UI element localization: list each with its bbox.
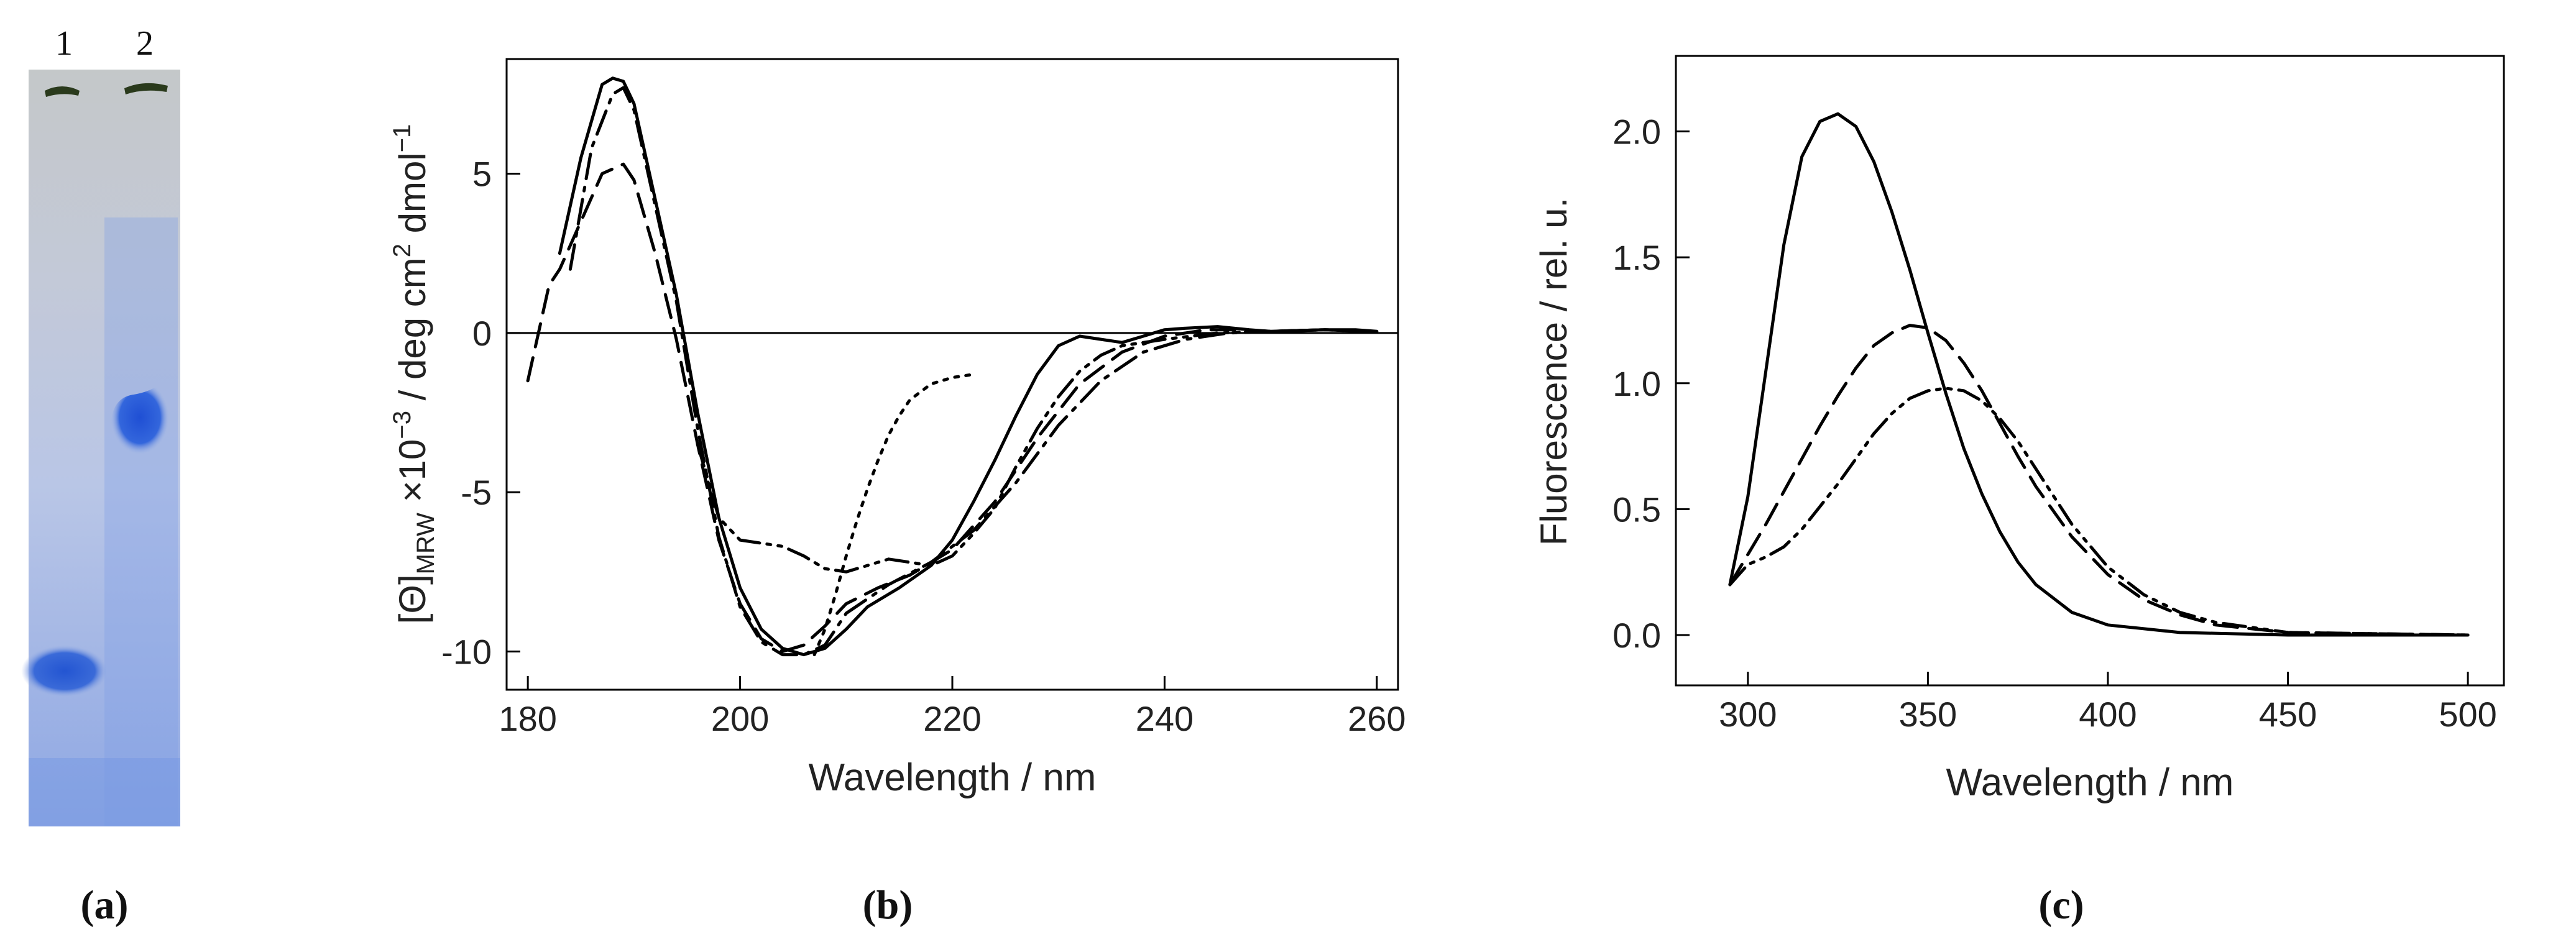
chart-b-xlabel: Wavelength / nm: [809, 756, 1097, 799]
band-lane-1: [21, 645, 108, 697]
chart-b-ylabel-unit-2: dmol: [392, 152, 433, 244]
chart-c-ytick-label-4: 2.0: [1612, 112, 1661, 152]
panel-a-gel: 1 2 (a): [21, 24, 180, 928]
chart-b-ytick-label-1: 0: [472, 314, 492, 353]
chart-b-xtick-label-240: 240: [1136, 699, 1194, 738]
chart-c-ytick-label-3: 1.5: [1612, 238, 1661, 277]
chart-b-xtick-label-180: 180: [499, 699, 556, 738]
chart-c-xtick-label-450: 450: [2259, 695, 2317, 734]
chart-b-xtick-label-220: 220: [923, 699, 981, 738]
chart-b-ytick-label-0: 5: [472, 155, 492, 194]
chart-c-plot-frame: [1675, 55, 2505, 687]
chart-b-ytick-label-3: -10: [441, 632, 492, 671]
chart-b: 180 200 220 240 260 5 0 -5 -10 Wavelength / nm […: [389, 58, 1406, 928]
chart-b-plot-frame: [505, 58, 1399, 691]
chart-c-xlabel: Wavelength / nm: [1946, 761, 2234, 804]
chart-c-series-solid: [1728, 112, 2470, 637]
chart-c-xtick-label-500: 500: [2439, 695, 2496, 734]
chart-b-xtick-label-260: 260: [1348, 699, 1405, 738]
chart-c-ylabel: Fluorescence / rel. u.: [1533, 198, 1575, 546]
panel-label-a: (a): [81, 882, 129, 928]
chart-c-series-dash-dot-dot: [1728, 386, 2470, 637]
well-1: [45, 86, 80, 97]
band-lane-2: [111, 380, 169, 455]
chart-c-ytick-label-2: 1.0: [1612, 364, 1661, 403]
chart-b-ylabel: [Θ]MRW ×10−3 / deg cm2 dmol−1: [389, 124, 439, 624]
chart-b-series-dash-dot: [568, 86, 1379, 657]
chart-b-ylabel-symbol: [Θ]: [392, 574, 433, 624]
chart-b-ylabel-unit: / deg cm: [392, 257, 433, 411]
chart-c-xtick-label-300: 300: [1719, 695, 1777, 734]
chart-b-ylabel-subscript: MRW: [412, 513, 439, 574]
gel-lane-2-smear: [104, 217, 178, 826]
chart-b-series-dashed: [526, 162, 1379, 653]
well-2: [124, 83, 168, 94]
chart-b-ytick-label-2: -5: [461, 473, 492, 512]
lane-label-1: 1: [55, 24, 73, 63]
chart-c: 300 350 400 450 500 0.0 0.5 1.0 1.5 2.0 Wavelengt…: [1533, 55, 2505, 928]
chart-c-xtick-label-350: 350: [1899, 695, 1957, 734]
chart-c-ytick-label-0: 0.0: [1612, 616, 1661, 655]
chart-b-ylabel-unit-2-exponent: −1: [389, 124, 416, 153]
panel-label-c: (c): [2038, 882, 2084, 928]
chart-b-ylabel-unit-exponent: 2: [389, 244, 416, 257]
gel-bottom-front: [29, 758, 180, 826]
chart-b-series-dotted: [812, 373, 975, 657]
chart-b-series-dash-dot-dot: [696, 328, 1379, 574]
chart-b-ylabel-factor: ×10: [392, 439, 433, 513]
chart-c-ytick-label-1: 0.5: [1612, 490, 1661, 529]
chart-b-ylabel-exponent: −3: [389, 411, 416, 439]
chart-c-series-dashed: [1728, 324, 2470, 637]
chart-c-xtick-label-400: 400: [2079, 695, 2137, 734]
lane-label-2: 2: [136, 24, 154, 63]
panel-label-b: (b): [863, 882, 913, 928]
chart-b-xtick-label-200: 200: [711, 699, 769, 738]
